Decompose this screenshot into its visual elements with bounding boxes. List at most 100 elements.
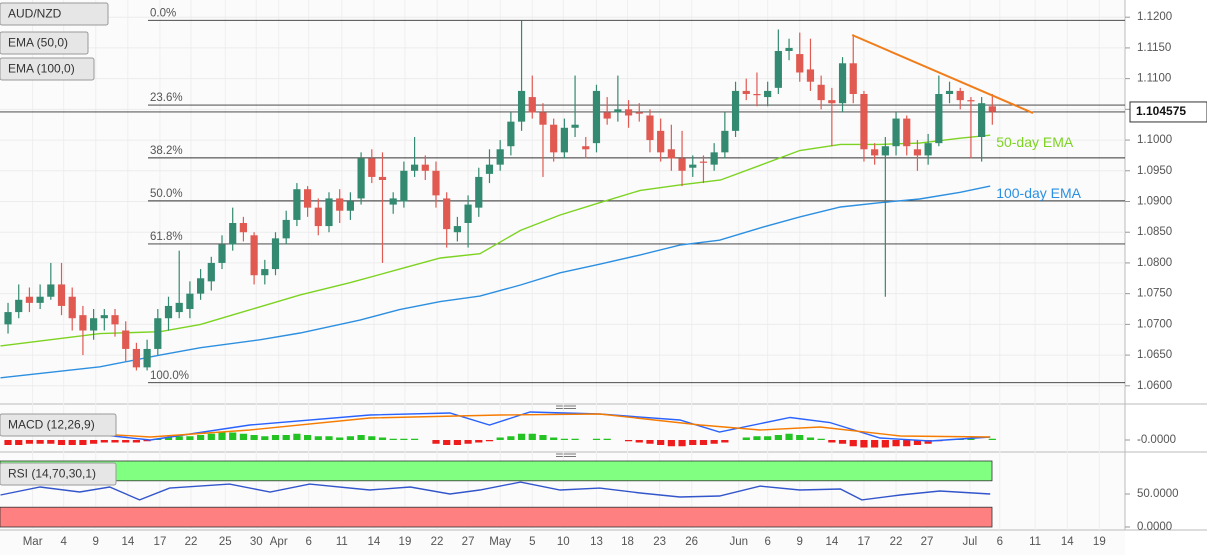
y-tick-label: 1.1100 xyxy=(1137,73,1171,85)
x-tick-label: 27 xyxy=(921,536,934,548)
rsi-line xyxy=(0,481,991,501)
candle-body xyxy=(956,90,964,101)
histogram-bar xyxy=(817,438,825,440)
x-tick-label: 22 xyxy=(890,536,903,548)
histogram-bar xyxy=(325,436,333,440)
line-annotation: 100-day EMA xyxy=(996,185,1081,201)
histogram-bar xyxy=(785,433,793,440)
ema-line xyxy=(0,185,991,379)
histogram-bar xyxy=(389,438,397,440)
panel-title: MACD (12,26,9) xyxy=(8,418,95,432)
candle-body xyxy=(453,226,461,233)
x-tick-label: 4 xyxy=(60,536,67,548)
histogram-bar xyxy=(378,437,387,440)
histogram-bar xyxy=(90,440,98,444)
histogram-bar xyxy=(806,437,815,440)
candle-body xyxy=(68,296,76,319)
histogram-bar xyxy=(635,440,643,443)
histogram-bar xyxy=(250,435,258,440)
candle-body xyxy=(517,90,526,122)
candle-body xyxy=(164,305,173,319)
candle-body xyxy=(528,97,536,113)
candle-body xyxy=(271,238,280,270)
label-box xyxy=(0,413,117,437)
histogram-bar xyxy=(689,440,697,445)
candle-body xyxy=(36,296,44,303)
candle-body xyxy=(646,115,654,141)
candle-body xyxy=(293,189,301,220)
candle-body xyxy=(731,90,740,131)
candle-body xyxy=(881,146,889,156)
histogram-bar xyxy=(774,435,782,440)
histogram-bar xyxy=(122,440,130,443)
x-tick-label: Jul xyxy=(963,536,978,548)
candle-body xyxy=(913,149,922,156)
histogram-bar xyxy=(592,438,601,440)
histogram-bar xyxy=(197,435,205,440)
candle-body xyxy=(4,312,12,325)
candle-body xyxy=(432,170,440,196)
label-box xyxy=(0,31,89,55)
candle-body xyxy=(539,112,547,125)
y-tick-label: 1.0950 xyxy=(1137,165,1172,177)
panel-title: EMA (100,0) xyxy=(8,62,75,76)
rsi-band xyxy=(0,506,993,528)
candle-body xyxy=(389,198,397,205)
x-tick-label: Jun xyxy=(729,536,748,548)
histogram-bar xyxy=(443,440,451,445)
histogram-bar xyxy=(710,440,718,444)
candle-body xyxy=(325,198,333,227)
histogram-bar xyxy=(539,435,547,440)
histogram-bar xyxy=(68,440,76,445)
candle-body xyxy=(143,348,151,368)
y-tick-label: 1.0700 xyxy=(1137,318,1172,330)
histogram-bar xyxy=(903,440,911,447)
x-tick-label: 6 xyxy=(764,536,770,548)
candle-body xyxy=(699,161,708,163)
histogram-bar xyxy=(828,440,836,443)
histogram-bar xyxy=(550,437,558,440)
fib-label: 0.0% xyxy=(150,7,176,19)
histogram-bar xyxy=(346,436,354,440)
candle-body xyxy=(892,118,900,147)
histogram-bar xyxy=(860,440,868,448)
x-tick-label: 11 xyxy=(1029,536,1041,548)
histogram-bar xyxy=(517,433,526,440)
candle-body xyxy=(614,109,622,113)
x-tick-label: 14 xyxy=(121,536,134,548)
x-tick-label: 19 xyxy=(1093,536,1106,548)
panel-title: AUD/NZD xyxy=(8,7,62,21)
x-tick-label: 17 xyxy=(154,536,167,548)
y-tick-label: 1.0650 xyxy=(1137,349,1172,361)
candle-body xyxy=(25,296,34,303)
x-tick-label: 9 xyxy=(93,536,99,548)
candle-body xyxy=(689,164,697,168)
histogram-bar xyxy=(528,433,536,440)
candle-body xyxy=(507,121,515,147)
y-tick-label: 1.1150 xyxy=(1137,42,1171,54)
candle-body xyxy=(667,149,675,159)
candle-body xyxy=(710,152,718,165)
macd-line xyxy=(0,413,991,438)
histogram-bar xyxy=(871,440,879,448)
candle-body xyxy=(357,158,365,199)
candle-body xyxy=(443,198,451,230)
candle-body xyxy=(945,90,954,94)
candle-body xyxy=(988,106,996,112)
candle-body xyxy=(229,223,237,245)
price-box xyxy=(1129,101,1207,123)
candle-body xyxy=(496,149,504,165)
x-tick-label: 14 xyxy=(368,536,381,548)
x-tick-label: Mar xyxy=(23,536,43,548)
histogram-bar xyxy=(913,440,922,445)
y-tick-label: 1.1200 xyxy=(1137,11,1172,23)
histogram-bar xyxy=(368,436,376,440)
x-tick-label: 23 xyxy=(653,536,666,548)
x-tick-label: 18 xyxy=(621,536,634,548)
candle-body xyxy=(314,207,322,227)
label-box xyxy=(0,2,109,26)
candle-body xyxy=(967,100,975,102)
x-tick-label: 14 xyxy=(1061,536,1074,548)
histogram-bar xyxy=(261,436,269,440)
candle-body xyxy=(828,100,836,104)
